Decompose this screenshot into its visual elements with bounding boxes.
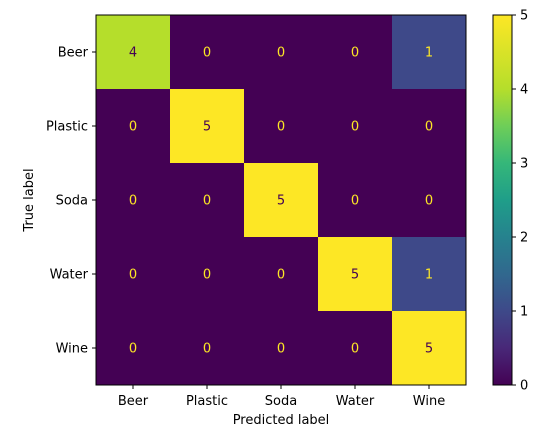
y-tick-label: Soda — [56, 194, 88, 209]
matrix-cell — [392, 89, 467, 164]
matrix-cell — [244, 89, 319, 164]
colorbar-tick-label: 4 — [520, 83, 528, 98]
cell-value-label: 0 — [203, 268, 211, 283]
cell-value-label: 0 — [203, 342, 211, 357]
y-tick-label: Plastic — [46, 120, 88, 135]
cell-value-label: 1 — [425, 46, 433, 61]
x-axis-label: Predicted label — [233, 413, 330, 428]
x-tick-label: Plastic — [186, 394, 228, 409]
matrix-cell — [244, 311, 319, 386]
matrix-cell — [170, 237, 245, 312]
colorbar: 0 1 2 3 4 5 — [492, 9, 528, 394]
x-axis: Beer Plastic Soda Water Wine — [118, 385, 445, 409]
colorbar-tick-label: 2 — [520, 231, 528, 246]
matrix-cell — [170, 89, 245, 164]
matrix-cell — [96, 89, 171, 164]
cell-value-label: 0 — [129, 342, 137, 357]
cell-value-label: 0 — [129, 268, 137, 283]
cell-value-label: 5 — [425, 342, 433, 357]
y-axis: Beer Plastic Soda Water Wine — [46, 46, 96, 357]
y-axis-label: True label — [22, 168, 37, 232]
colorbar-ticks: 0 1 2 3 4 5 — [512, 9, 528, 394]
cell-value-label: 0 — [129, 194, 137, 209]
cell-value-label: 5 — [277, 194, 285, 209]
matrix-cell — [170, 311, 245, 386]
cell-value-label: 0 — [277, 46, 285, 61]
x-tick-label: Soda — [265, 394, 297, 409]
cell-value-label: 0 — [351, 46, 359, 61]
cell-value-label: 4 — [129, 46, 137, 61]
cell-value-label: 0 — [425, 194, 433, 209]
cell-value-label: 0 — [351, 194, 359, 209]
x-tick-label: Beer — [118, 394, 149, 409]
cell-value-label: 5 — [351, 268, 359, 283]
matrix-cell — [392, 311, 467, 386]
matrix-cell — [318, 237, 393, 312]
matrix-cell — [392, 15, 467, 90]
cell-value-label: 0 — [129, 120, 137, 135]
matrix-cell — [244, 15, 319, 90]
cell-value-label: 0 — [351, 342, 359, 357]
y-tick-label: Beer — [58, 46, 89, 61]
colorbar-tick-label: 1 — [520, 305, 528, 320]
cell-value-label: 0 — [277, 268, 285, 283]
colorbar-tick-label: 0 — [520, 379, 528, 394]
cell-value-label: 0 — [425, 120, 433, 135]
colorbar-gradient — [492, 14, 513, 386]
matrix-cell — [170, 15, 245, 90]
matrix-cell — [318, 311, 393, 386]
colorbar-tick-label: 5 — [520, 9, 528, 24]
matrix-cell — [96, 311, 171, 386]
colorbar-tick-label: 3 — [520, 157, 528, 172]
matrix-cell — [318, 15, 393, 90]
x-tick-label: Water — [336, 394, 375, 409]
x-tick-label: Wine — [413, 394, 445, 409]
matrix-cell — [318, 163, 393, 238]
cell-value-label: 1 — [425, 268, 433, 283]
y-tick-label: Water — [50, 268, 89, 283]
cell-value-label: 0 — [203, 46, 211, 61]
matrix-cell — [96, 163, 171, 238]
matrix-cell — [392, 163, 467, 238]
y-tick-label: Wine — [56, 342, 88, 357]
cell-value-label: 0 — [277, 120, 285, 135]
matrix-cell — [170, 163, 245, 238]
matrix-cell — [244, 237, 319, 312]
matrix-cell — [392, 237, 467, 312]
matrix-cell — [318, 89, 393, 164]
cell-value-label: 5 — [203, 120, 211, 135]
matrix-cell — [96, 237, 171, 312]
matrix-cell — [244, 163, 319, 238]
cell-value-label: 0 — [203, 194, 211, 209]
cell-value-label: 0 — [351, 120, 359, 135]
cell-value-label: 0 — [277, 342, 285, 357]
plot-area: 4 0 0 0 10 5 0 0 00 0 5 0 00 0 0 5 10 0 0 0 5 — [96, 15, 467, 386]
matrix-cell — [96, 15, 171, 90]
